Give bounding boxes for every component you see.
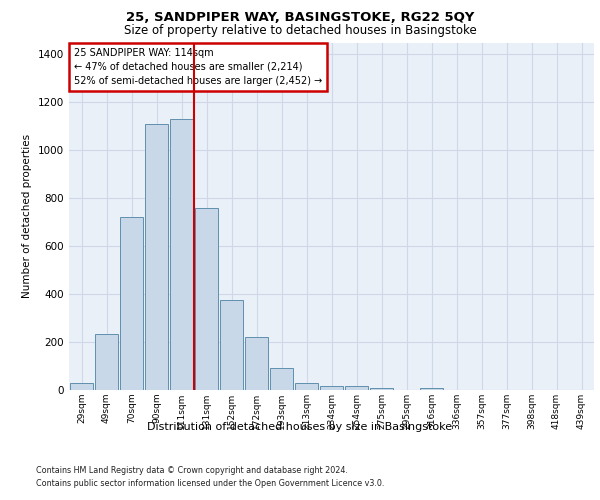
Bar: [145, 124, 168, 390]
Bar: [170, 119, 193, 390]
Y-axis label: Number of detached properties: Number of detached properties: [22, 134, 32, 298]
Bar: [95, 334, 118, 390]
Bar: [120, 218, 143, 390]
Bar: [270, 368, 293, 390]
Text: 25, SANDPIPER WAY, BASINGSTOKE, RG22 5QY: 25, SANDPIPER WAY, BASINGSTOKE, RG22 5QY: [126, 11, 474, 24]
Text: Contains public sector information licensed under the Open Government Licence v3: Contains public sector information licen…: [36, 479, 385, 488]
Text: Distribution of detached houses by size in Basingstoke: Distribution of detached houses by size …: [148, 422, 452, 432]
Bar: [70, 384, 93, 390]
Bar: [420, 388, 443, 390]
Text: Contains HM Land Registry data © Crown copyright and database right 2024.: Contains HM Land Registry data © Crown c…: [36, 466, 348, 475]
Bar: [320, 386, 343, 390]
Bar: [245, 338, 268, 390]
Bar: [295, 384, 318, 390]
Bar: [195, 208, 218, 390]
Text: 25 SANDPIPER WAY: 114sqm
← 47% of detached houses are smaller (2,214)
52% of sem: 25 SANDPIPER WAY: 114sqm ← 47% of detach…: [74, 48, 323, 86]
Bar: [370, 388, 393, 390]
Bar: [220, 300, 243, 390]
Text: Size of property relative to detached houses in Basingstoke: Size of property relative to detached ho…: [124, 24, 476, 37]
Bar: [345, 386, 368, 390]
